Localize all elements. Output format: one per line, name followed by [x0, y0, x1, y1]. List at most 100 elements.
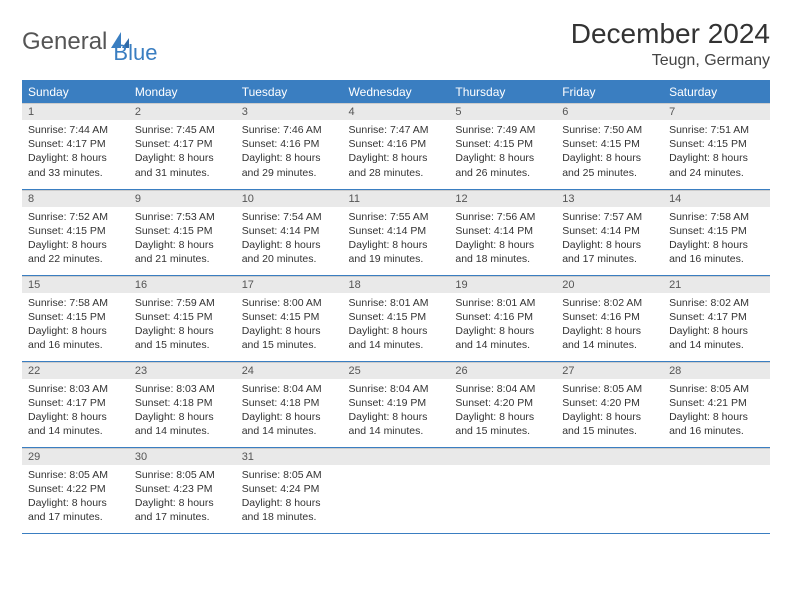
sunrise-line: Sunrise: 8:00 AM: [242, 296, 337, 310]
day-body: Sunrise: 8:04 AMSunset: 4:19 PMDaylight:…: [343, 379, 450, 443]
day-body: Sunrise: 8:04 AMSunset: 4:18 PMDaylight:…: [236, 379, 343, 443]
sunrise-line: Sunrise: 7:56 AM: [455, 210, 550, 224]
daylight-line-1: Daylight: 8 hours: [455, 324, 550, 338]
daylight-line-1: Daylight: 8 hours: [242, 238, 337, 252]
daylight-line-2: and 14 minutes.: [242, 424, 337, 438]
day-number: 9: [129, 190, 236, 207]
sunset-line: Sunset: 4:15 PM: [562, 137, 657, 151]
calendar-cell: 30Sunrise: 8:05 AMSunset: 4:23 PMDayligh…: [129, 447, 236, 533]
daylight-line-2: and 19 minutes.: [349, 252, 444, 266]
calendar-cell: 12Sunrise: 7:56 AMSunset: 4:14 PMDayligh…: [449, 189, 556, 275]
daylight-line-1: Daylight: 8 hours: [455, 151, 550, 165]
calendar-cell: 5Sunrise: 7:49 AMSunset: 4:15 PMDaylight…: [449, 103, 556, 189]
sunset-line: Sunset: 4:15 PM: [669, 224, 764, 238]
sunset-line: Sunset: 4:18 PM: [242, 396, 337, 410]
daylight-line-2: and 21 minutes.: [135, 252, 230, 266]
sunset-line: Sunset: 4:20 PM: [455, 396, 550, 410]
sunrise-line: Sunrise: 8:05 AM: [669, 382, 764, 396]
daylight-line-1: Daylight: 8 hours: [28, 496, 123, 510]
daylight-line-2: and 14 minutes.: [349, 338, 444, 352]
day-body: Sunrise: 7:58 AMSunset: 4:15 PMDaylight:…: [22, 293, 129, 357]
day-number: 2: [129, 103, 236, 120]
daylight-line-2: and 16 minutes.: [669, 252, 764, 266]
calendar-cell: 27Sunrise: 8:05 AMSunset: 4:20 PMDayligh…: [556, 361, 663, 447]
month-title: December 2024: [571, 18, 770, 50]
sunrise-line: Sunrise: 7:46 AM: [242, 123, 337, 137]
day-body: Sunrise: 7:57 AMSunset: 4:14 PMDaylight:…: [556, 207, 663, 271]
calendar-cell: 7Sunrise: 7:51 AMSunset: 4:15 PMDaylight…: [663, 103, 770, 189]
daylight-line-1: Daylight: 8 hours: [562, 238, 657, 252]
day-number: 6: [556, 103, 663, 120]
daylight-line-2: and 24 minutes.: [669, 166, 764, 180]
calendar-cell: 21Sunrise: 8:02 AMSunset: 4:17 PMDayligh…: [663, 275, 770, 361]
day-body: Sunrise: 7:53 AMSunset: 4:15 PMDaylight:…: [129, 207, 236, 271]
daylight-line-1: Daylight: 8 hours: [562, 151, 657, 165]
sunset-line: Sunset: 4:15 PM: [669, 137, 764, 151]
daylight-line-2: and 29 minutes.: [242, 166, 337, 180]
calendar-row: 29Sunrise: 8:05 AMSunset: 4:22 PMDayligh…: [22, 447, 770, 533]
weekday-header: Wednesday: [343, 81, 450, 104]
sunset-line: Sunset: 4:22 PM: [28, 482, 123, 496]
day-body: Sunrise: 7:45 AMSunset: 4:17 PMDaylight:…: [129, 120, 236, 184]
day-number: [343, 448, 450, 465]
weekday-header: Sunday: [22, 81, 129, 104]
weekday-header: Monday: [129, 81, 236, 104]
daylight-line-1: Daylight: 8 hours: [562, 324, 657, 338]
calendar-cell: 16Sunrise: 7:59 AMSunset: 4:15 PMDayligh…: [129, 275, 236, 361]
calendar-cell: 29Sunrise: 8:05 AMSunset: 4:22 PMDayligh…: [22, 447, 129, 533]
day-body: Sunrise: 8:05 AMSunset: 4:20 PMDaylight:…: [556, 379, 663, 443]
daylight-line-1: Daylight: 8 hours: [669, 151, 764, 165]
calendar-row: 22Sunrise: 8:03 AMSunset: 4:17 PMDayligh…: [22, 361, 770, 447]
sunrise-line: Sunrise: 8:04 AM: [242, 382, 337, 396]
day-body: Sunrise: 8:02 AMSunset: 4:16 PMDaylight:…: [556, 293, 663, 357]
sunset-line: Sunset: 4:14 PM: [349, 224, 444, 238]
daylight-line-2: and 15 minutes.: [455, 424, 550, 438]
daylight-line-1: Daylight: 8 hours: [28, 324, 123, 338]
calendar-cell: [449, 447, 556, 533]
calendar-cell: 19Sunrise: 8:01 AMSunset: 4:16 PMDayligh…: [449, 275, 556, 361]
calendar-cell: 1Sunrise: 7:44 AMSunset: 4:17 PMDaylight…: [22, 103, 129, 189]
day-body: Sunrise: 8:05 AMSunset: 4:24 PMDaylight:…: [236, 465, 343, 529]
daylight-line-1: Daylight: 8 hours: [242, 324, 337, 338]
daylight-line-1: Daylight: 8 hours: [242, 496, 337, 510]
calendar-cell: 28Sunrise: 8:05 AMSunset: 4:21 PMDayligh…: [663, 361, 770, 447]
logo-word-general: General: [22, 28, 107, 56]
day-body: Sunrise: 8:04 AMSunset: 4:20 PMDaylight:…: [449, 379, 556, 443]
day-number: [449, 448, 556, 465]
sunset-line: Sunset: 4:17 PM: [28, 396, 123, 410]
day-number: 26: [449, 362, 556, 379]
weekday-header: Friday: [556, 81, 663, 104]
day-body: Sunrise: 8:01 AMSunset: 4:16 PMDaylight:…: [449, 293, 556, 357]
daylight-line-2: and 17 minutes.: [135, 510, 230, 524]
day-body: Sunrise: 8:03 AMSunset: 4:18 PMDaylight:…: [129, 379, 236, 443]
sunset-line: Sunset: 4:17 PM: [669, 310, 764, 324]
daylight-line-2: and 22 minutes.: [28, 252, 123, 266]
day-body: Sunrise: 8:05 AMSunset: 4:23 PMDaylight:…: [129, 465, 236, 529]
day-body: Sunrise: 8:02 AMSunset: 4:17 PMDaylight:…: [663, 293, 770, 357]
day-number: 29: [22, 448, 129, 465]
day-body: [449, 465, 556, 472]
daylight-line-1: Daylight: 8 hours: [669, 324, 764, 338]
sunset-line: Sunset: 4:15 PM: [135, 310, 230, 324]
sunset-line: Sunset: 4:15 PM: [28, 224, 123, 238]
sunrise-line: Sunrise: 7:53 AM: [135, 210, 230, 224]
daylight-line-1: Daylight: 8 hours: [135, 410, 230, 424]
sunset-line: Sunset: 4:24 PM: [242, 482, 337, 496]
day-body: Sunrise: 7:47 AMSunset: 4:16 PMDaylight:…: [343, 120, 450, 184]
calendar-cell: 26Sunrise: 8:04 AMSunset: 4:20 PMDayligh…: [449, 361, 556, 447]
day-body: Sunrise: 8:01 AMSunset: 4:15 PMDaylight:…: [343, 293, 450, 357]
calendar-cell: [343, 447, 450, 533]
calendar-cell: 2Sunrise: 7:45 AMSunset: 4:17 PMDaylight…: [129, 103, 236, 189]
day-number: 20: [556, 276, 663, 293]
day-number: [556, 448, 663, 465]
day-body: Sunrise: 8:05 AMSunset: 4:21 PMDaylight:…: [663, 379, 770, 443]
day-number: 19: [449, 276, 556, 293]
day-body: Sunrise: 7:49 AMSunset: 4:15 PMDaylight:…: [449, 120, 556, 184]
sunrise-line: Sunrise: 7:47 AM: [349, 123, 444, 137]
day-body: [663, 465, 770, 472]
sunrise-line: Sunrise: 7:54 AM: [242, 210, 337, 224]
daylight-line-2: and 18 minutes.: [455, 252, 550, 266]
day-number: 5: [449, 103, 556, 120]
day-number: 28: [663, 362, 770, 379]
sunset-line: Sunset: 4:16 PM: [349, 137, 444, 151]
